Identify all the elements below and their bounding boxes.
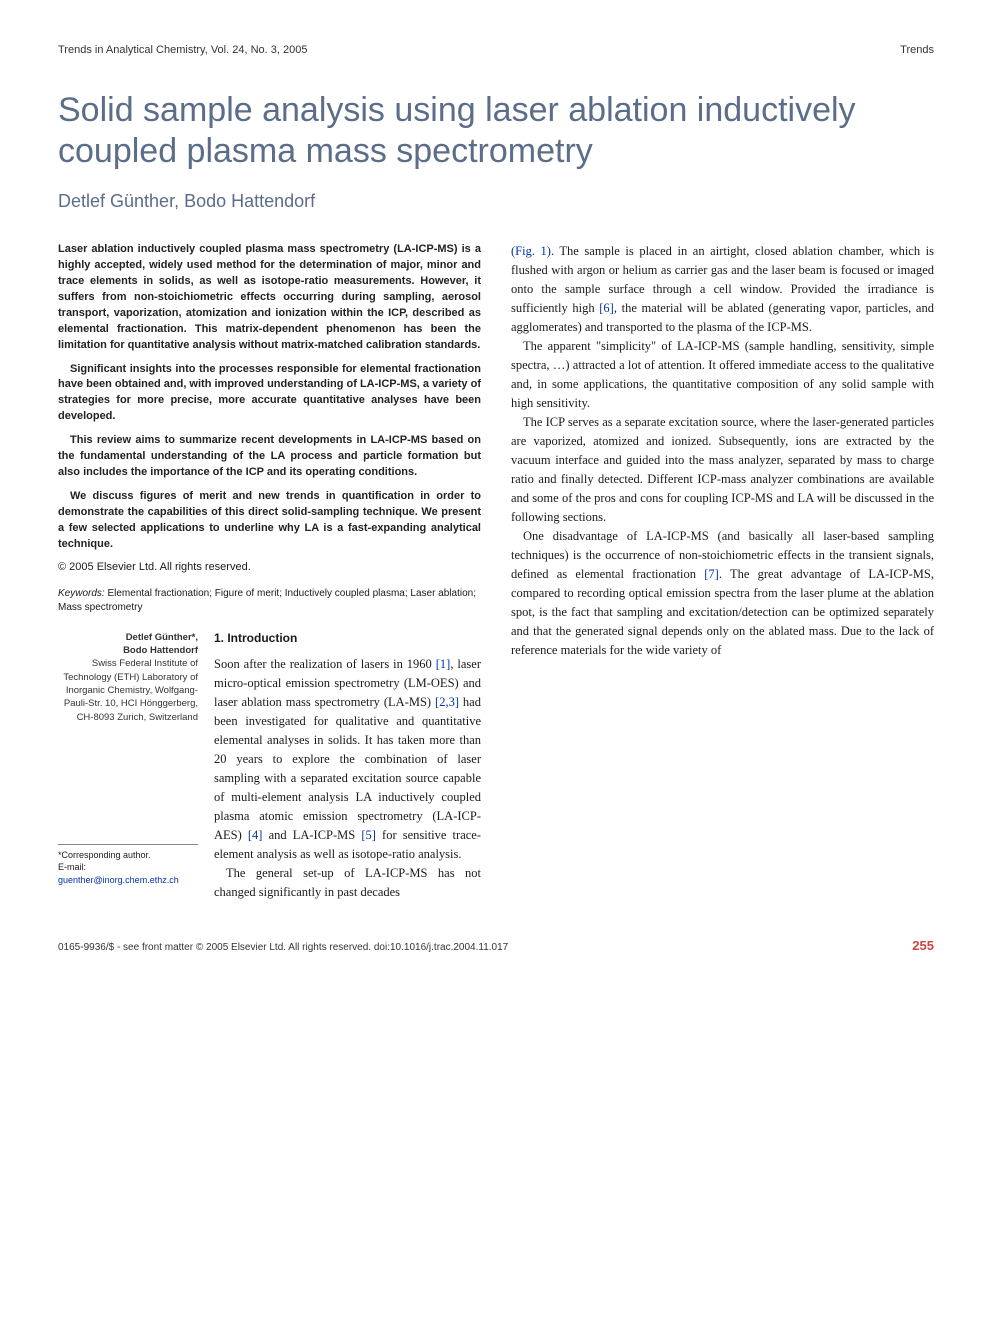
intro-para: Soon after the realization of lasers in … [214, 655, 481, 864]
keywords-block: Keywords: Elemental fractionation; Figur… [58, 587, 481, 615]
footer-meta: 0165-9936/$ - see front matter © 2005 El… [58, 942, 508, 953]
ref-link[interactable]: [7] [704, 567, 719, 581]
journal-ref: Trends in Analytical Chemistry, Vol. 24,… [58, 44, 307, 56]
corresponding-email[interactable]: guenther@inorg.chem.ethz.ch [58, 874, 198, 887]
affil-institution: Swiss Federal Institute of Technology (E… [58, 657, 198, 723]
two-column-layout: Laser ablation inductively coupled plasm… [58, 242, 934, 902]
affil-author: Detlef Günther*, [58, 631, 198, 644]
body-para: One disadvantage of LA-ICP-MS (and basic… [511, 527, 934, 660]
left-column: Laser ablation inductively coupled plasm… [58, 242, 481, 902]
affiliation-block: Detlef Günther*, Bodo Hattendorf Swiss F… [58, 631, 198, 724]
abstract-para: This review aims to summarize recent dev… [58, 433, 481, 481]
abstract-para: We discuss figures of merit and new tren… [58, 489, 481, 553]
body-para: The ICP serves as a separate excitation … [511, 413, 934, 527]
running-header: Trends in Analytical Chemistry, Vol. 24,… [58, 44, 934, 56]
figure-ref[interactable]: (Fig. 1) [511, 244, 551, 258]
right-column: (Fig. 1). The sample is placed in an air… [511, 242, 934, 902]
page-number: 255 [912, 938, 934, 953]
section-label: Trends [900, 44, 934, 56]
affiliation-column: Detlef Günther*, Bodo Hattendorf Swiss F… [58, 631, 198, 902]
body-para: (Fig. 1). The sample is placed in an air… [511, 242, 934, 337]
corresponding-author-block: *Corresponding author. E-mail: guenther@… [58, 844, 198, 887]
corresponding-label: *Corresponding author. [58, 849, 198, 862]
keywords-label: Keywords: [58, 588, 105, 599]
intro-para: The general set-up of LA-ICP-MS has not … [214, 864, 481, 902]
intro-column: 1. Introduction Soon after the realizati… [214, 631, 481, 902]
author-list: Detlef Günther, Bodo Hattendorf [58, 191, 934, 212]
ref-link[interactable]: [2,3] [435, 695, 459, 709]
abstract-para: Significant insights into the processes … [58, 362, 481, 426]
abstract-para: Laser ablation inductively coupled plasm… [58, 242, 481, 354]
lower-left-grid: Detlef Günther*, Bodo Hattendorf Swiss F… [58, 631, 481, 902]
affil-author: Bodo Hattendorf [58, 644, 198, 657]
page-footer: 0165-9936/$ - see front matter © 2005 El… [58, 938, 934, 953]
ref-link[interactable]: [5] [361, 828, 376, 842]
article-title: Solid sample analysis using laser ablati… [58, 90, 934, 173]
section-heading: 1. Introduction [214, 631, 481, 645]
keywords-text: Elemental fractionation; Figure of merit… [58, 588, 476, 613]
copyright-line: © 2005 Elsevier Ltd. All rights reserved… [58, 561, 481, 573]
ref-link[interactable]: [6] [599, 301, 614, 315]
intro-body: Soon after the realization of lasers in … [214, 655, 481, 902]
ref-link[interactable]: [4] [248, 828, 263, 842]
body-para: The apparent "simplicity" of LA-ICP-MS (… [511, 337, 934, 413]
ref-link[interactable]: [1] [436, 657, 451, 671]
abstract-block: Laser ablation inductively coupled plasm… [58, 242, 481, 553]
email-label: E-mail: [58, 861, 198, 874]
